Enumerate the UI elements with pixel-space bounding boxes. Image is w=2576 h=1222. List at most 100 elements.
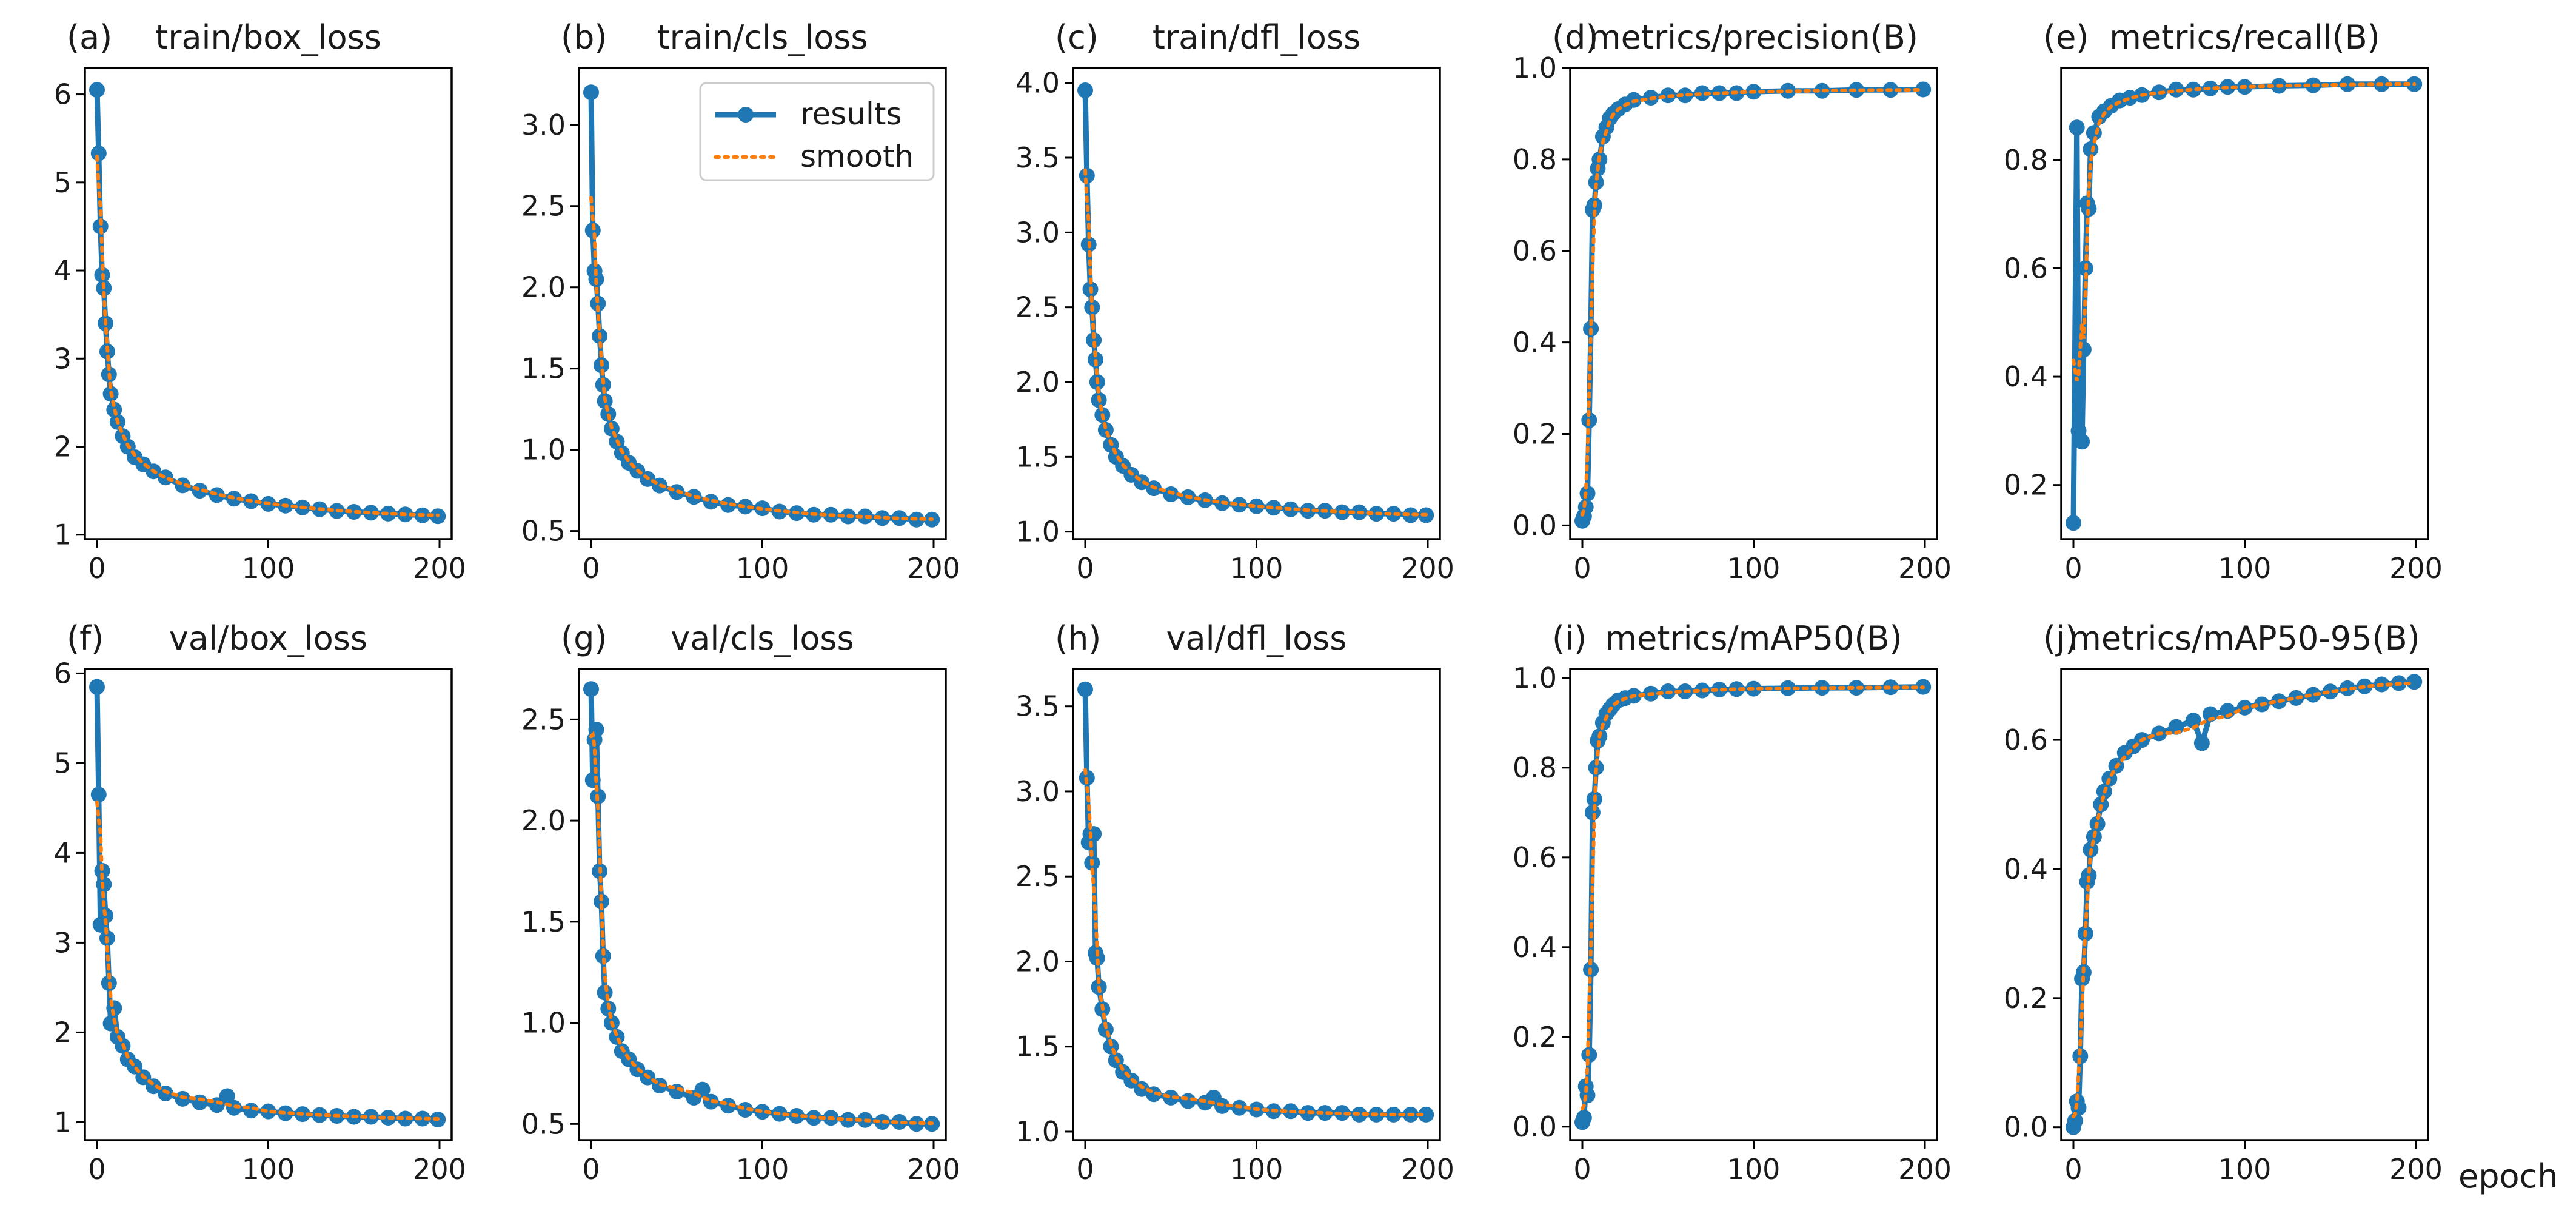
data-point <box>1077 82 1093 98</box>
x-tick-label: 200 <box>1898 552 1952 585</box>
panel-h-frame <box>1072 668 1441 1141</box>
x-tick-label: 200 <box>1401 1153 1454 1186</box>
x-tick-label: 100 <box>1230 1153 1283 1186</box>
data-point <box>1334 1105 1350 1121</box>
y-tick-label: 0.5 <box>521 515 566 548</box>
y-tick-label: 1.5 <box>1015 1030 1060 1063</box>
x-tick-label: 0 <box>582 1153 600 1186</box>
panel-b: (b) train/cls_loss 0.5 1.0 1.5 2.0 2.5 3.0 0 100 2… <box>521 18 960 585</box>
results-markers <box>2066 76 2423 531</box>
y-tick-label: 0.8 <box>1513 751 1557 784</box>
results-markers <box>89 679 446 1127</box>
y-tick-label: 3 <box>54 926 72 959</box>
data-point <box>720 497 736 513</box>
x-tick-label: 200 <box>1898 1153 1952 1186</box>
y-tick-label: 0.2 <box>2004 982 2048 1015</box>
y-tick-label: 0.8 <box>2004 144 2048 176</box>
panel-h: (h) val/dfl_loss 1.0 1.5 2.0 2.5 3.0 3.5 0 100 200 <box>1015 619 1454 1186</box>
y-tick-label: 0.4 <box>2004 360 2048 393</box>
data-point <box>1077 681 1093 697</box>
results-line <box>94 687 438 1123</box>
panel-a: (a) train/box_loss 1 2 3 4 5 6 0 100 200 <box>54 18 466 585</box>
smooth-line <box>589 731 934 1126</box>
y-tick-label: 2.0 <box>521 804 566 837</box>
legend-box <box>699 82 935 181</box>
legend-results-label: results <box>800 96 902 132</box>
y-tick-label: 5 <box>54 166 72 199</box>
results-line <box>94 90 438 519</box>
results-line <box>1579 87 1924 522</box>
data-point <box>2069 119 2085 136</box>
data-point <box>584 222 601 238</box>
y-tick-label: 0.6 <box>2004 723 2048 756</box>
smooth-line <box>1083 768 1428 1116</box>
y-tick-label: 2 <box>54 431 72 463</box>
results-markers <box>2066 674 2423 1135</box>
x-tick-label: 0 <box>1076 1153 1094 1186</box>
results-line <box>1579 684 1924 1123</box>
smooth-line <box>589 196 934 521</box>
y-tick-label: 3.5 <box>1015 690 1060 723</box>
data-point <box>2066 515 2081 531</box>
x-tick-label: 200 <box>1401 552 1454 585</box>
data-point <box>1418 1106 1434 1123</box>
x-tick-label: 100 <box>2218 552 2272 585</box>
y-tick-label: 0.4 <box>1513 326 1557 359</box>
y-tick-label: 2 <box>54 1016 72 1049</box>
panel-d-label: (d) <box>1552 18 1598 56</box>
data-point <box>2322 683 2338 700</box>
results-markers <box>1574 679 1932 1130</box>
smooth-line <box>1581 88 1925 517</box>
legend-smooth-label: smooth <box>800 139 914 174</box>
panel-g-frame <box>578 668 947 1141</box>
y-tick-label: 0.5 <box>521 1107 566 1140</box>
x-tick-label: 0 <box>2064 552 2082 585</box>
results-line <box>2070 81 2415 523</box>
x-tick-label: 100 <box>1727 552 1781 585</box>
y-tick-label: 6 <box>54 78 72 111</box>
x-tick-label: 200 <box>2389 552 2443 585</box>
data-point <box>891 1114 908 1130</box>
legend: results smooth <box>699 82 935 181</box>
x-tick-label: 200 <box>413 1153 466 1186</box>
data-point <box>1086 332 1102 348</box>
y-tick-label: 1 <box>54 1106 72 1138</box>
data-point <box>1694 85 1710 101</box>
data-point <box>158 469 173 486</box>
y-tick-label: 2.5 <box>1015 860 1060 893</box>
panel-c-frame <box>1072 67 1441 540</box>
y-tick-label: 1.0 <box>1513 52 1557 84</box>
panel-a-frame <box>84 67 453 540</box>
data-point <box>737 499 754 515</box>
data-point <box>1265 500 1282 516</box>
data-point <box>583 84 599 101</box>
smooth-line <box>95 155 440 517</box>
data-point <box>90 787 107 803</box>
data-point <box>90 145 107 161</box>
panel-a-title: train/box_loss <box>155 18 381 56</box>
x-tick-label: 0 <box>2064 1153 2082 1186</box>
data-point <box>1089 950 1105 966</box>
x-tick-label: 200 <box>2389 1153 2443 1186</box>
data-point <box>1134 1081 1150 1097</box>
data-point <box>1588 174 1604 190</box>
y-tick-label: 0.0 <box>1513 1110 1557 1143</box>
panel-b-frame <box>578 67 947 540</box>
x-tick-label: 200 <box>907 1153 960 1186</box>
data-point <box>89 82 105 98</box>
data-point <box>1677 87 1693 104</box>
panel-g: (g) val/cls_loss 0.5 1.0 1.5 2.0 2.5 0 100 200 <box>521 619 960 1186</box>
y-tick-label: 1.0 <box>1513 662 1557 694</box>
y-tick-label: 0.6 <box>1513 235 1557 267</box>
y-tick-label: 1.5 <box>521 905 566 938</box>
results-markers <box>89 82 446 525</box>
x-tick-label: 0 <box>1573 552 1591 585</box>
panel-e: (e) metrics/recall(B) 0.2 0.4 0.6 0.8 0 100 200 <box>2004 18 2443 585</box>
data-point <box>219 1088 235 1104</box>
x-axis-label: epoch <box>2458 1157 2558 1195</box>
smooth-line <box>2072 681 2417 1118</box>
data-point <box>1728 681 1745 697</box>
panel-i: (i) metrics/mAP50(B) 0.0 0.2 0.4 0.6 0.8 1.0 0 10… <box>1513 619 1952 1186</box>
panel-a-label: (a) <box>67 18 112 56</box>
data-point <box>1402 507 1419 523</box>
